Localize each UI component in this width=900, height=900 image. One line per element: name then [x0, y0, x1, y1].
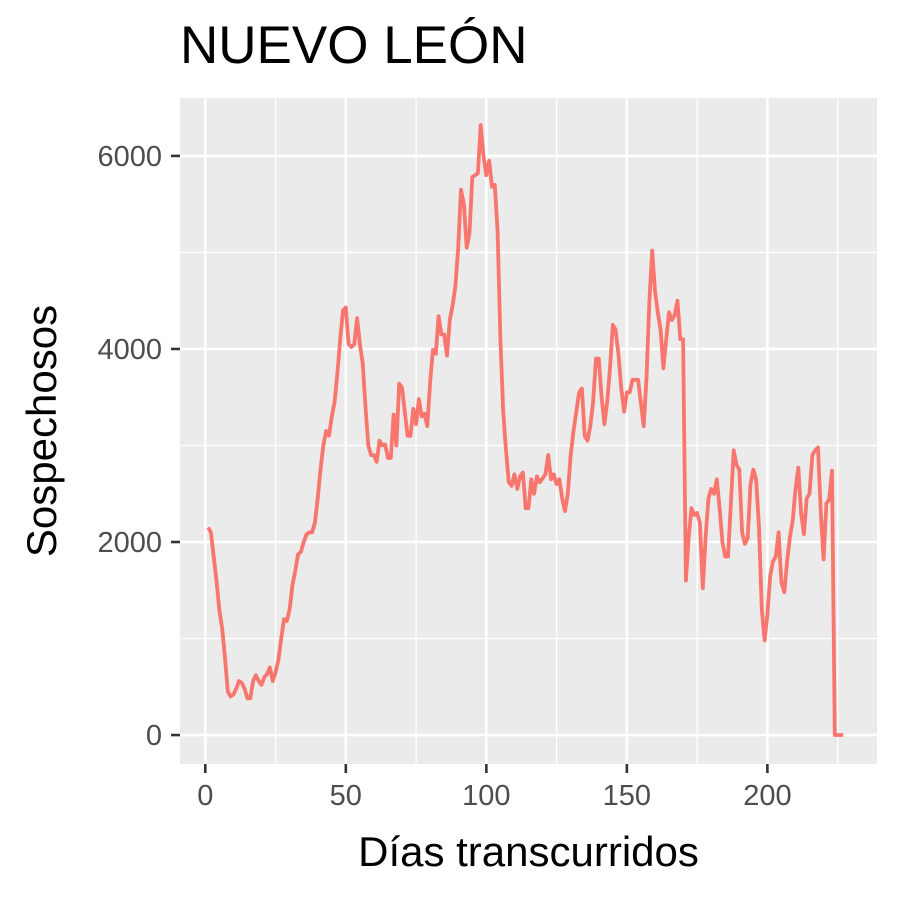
y-tick-label: 4000	[97, 334, 162, 366]
y-tick-label: 2000	[97, 527, 162, 559]
x-tick-label: 50	[330, 780, 362, 812]
chart-title: NUEVO LEÓN	[180, 16, 528, 75]
y-tick-label: 6000	[97, 141, 162, 173]
y-tick-label: 0	[146, 720, 162, 752]
series-line	[206, 123, 844, 737]
y-axis-title: Sospechosos	[18, 305, 65, 557]
x-axis-title: Días transcurridos	[358, 828, 699, 875]
x-tick-label: 200	[743, 780, 791, 812]
plot-panel	[180, 98, 877, 764]
x-tick-label: 100	[462, 780, 510, 812]
grid-lines	[180, 98, 877, 764]
x-tick-label: 150	[603, 780, 651, 812]
x-tick-label: 0	[197, 780, 213, 812]
